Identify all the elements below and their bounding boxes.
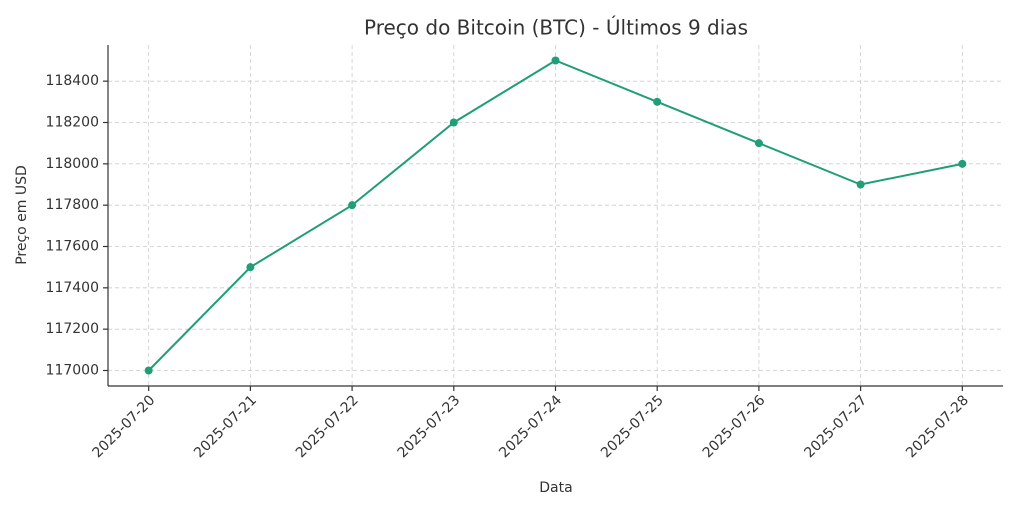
point <box>958 159 967 168</box>
x-tick-label: 2025-07-23 <box>395 392 464 461</box>
x-tick-label: 2025-07-24 <box>496 392 565 461</box>
x-tick-label: 2025-07-22 <box>293 392 362 461</box>
x-axis-label: Data <box>539 480 572 496</box>
x-tick-label: 2025-07-26 <box>700 392 769 461</box>
y-tick-label: 118200 <box>46 115 99 131</box>
point <box>449 118 458 127</box>
point <box>653 97 662 106</box>
x-tick-label: 2025-07-20 <box>89 392 158 461</box>
y-tick-label: 117400 <box>46 280 99 296</box>
chart-title: Preço do Bitcoin (BTC) - Últimos 9 dias <box>364 16 748 40</box>
y-tick-label: 117800 <box>46 197 99 213</box>
point <box>754 139 763 148</box>
point <box>246 263 255 272</box>
point <box>144 366 153 375</box>
y-axis-label: Preço em USD <box>14 165 30 265</box>
y-tick-label: 117600 <box>46 239 99 255</box>
y-tick-label: 117200 <box>46 321 99 337</box>
x-tick-label: 2025-07-21 <box>191 392 260 461</box>
point <box>856 180 865 189</box>
x-tick-label: 2025-07-25 <box>598 392 667 461</box>
point <box>551 56 560 65</box>
x-tick-label: 2025-07-27 <box>801 392 870 461</box>
y-tick-label: 118000 <box>46 156 99 172</box>
x-tick-label: 2025-07-28 <box>903 392 972 461</box>
y-tick-label: 117000 <box>46 363 99 379</box>
point <box>348 201 357 210</box>
y-tick-label: 118400 <box>46 73 99 89</box>
